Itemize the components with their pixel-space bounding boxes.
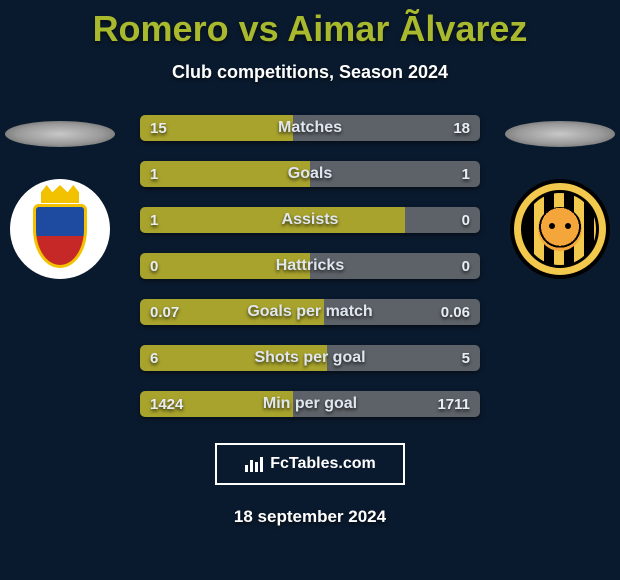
site-logo: FcTables.com [215, 443, 405, 485]
bar-chart-icon [244, 455, 264, 473]
stat-bar-right [310, 161, 480, 187]
stat-bar-right [405, 207, 480, 233]
stat-bar-left [140, 115, 293, 141]
crown-icon [41, 185, 79, 203]
comparison-bars: Matches1518 Goals11 Assists10 Hattricks00 Go… [140, 115, 480, 417]
stat-bar-right [293, 391, 480, 417]
stat-bar-right [324, 299, 480, 325]
comparison-content: Matches1518 Goals11 Assists10 Hattricks00 Go… [0, 115, 620, 417]
stat-row: Goals per match0.070.06 [140, 299, 480, 325]
stat-bar-left [140, 299, 324, 325]
stat-row: Goals11 [140, 161, 480, 187]
stat-bar-left [140, 391, 293, 417]
page-title: Romero vs Aimar Ãlvarez [0, 0, 620, 50]
stat-row: Min per goal14241711 [140, 391, 480, 417]
footer-date: 18 september 2024 [0, 507, 620, 527]
tiger-icon [538, 207, 582, 251]
stat-row: Assists10 [140, 207, 480, 233]
stat-row: Matches1518 [140, 115, 480, 141]
stripes-icon [521, 190, 599, 268]
page-subtitle: Club competitions, Season 2024 [0, 62, 620, 83]
team-crest-left [10, 179, 110, 279]
right-team-column [500, 115, 620, 279]
stat-bar-left [140, 253, 310, 279]
site-logo-text: FcTables.com [270, 455, 376, 473]
stat-bar-left [140, 207, 405, 233]
stat-row: Hattricks00 [140, 253, 480, 279]
stat-bar-right [310, 253, 480, 279]
player-photo-placeholder-left [5, 121, 115, 147]
stat-bar-left [140, 161, 310, 187]
team-crest-right [510, 179, 610, 279]
stat-row: Shots per goal65 [140, 345, 480, 371]
stat-bar-right [293, 115, 480, 141]
shield-icon [33, 204, 87, 268]
left-team-column [0, 115, 120, 279]
player-photo-placeholder-right [505, 121, 615, 147]
stat-bar-left [140, 345, 327, 371]
stat-bar-right [327, 345, 480, 371]
